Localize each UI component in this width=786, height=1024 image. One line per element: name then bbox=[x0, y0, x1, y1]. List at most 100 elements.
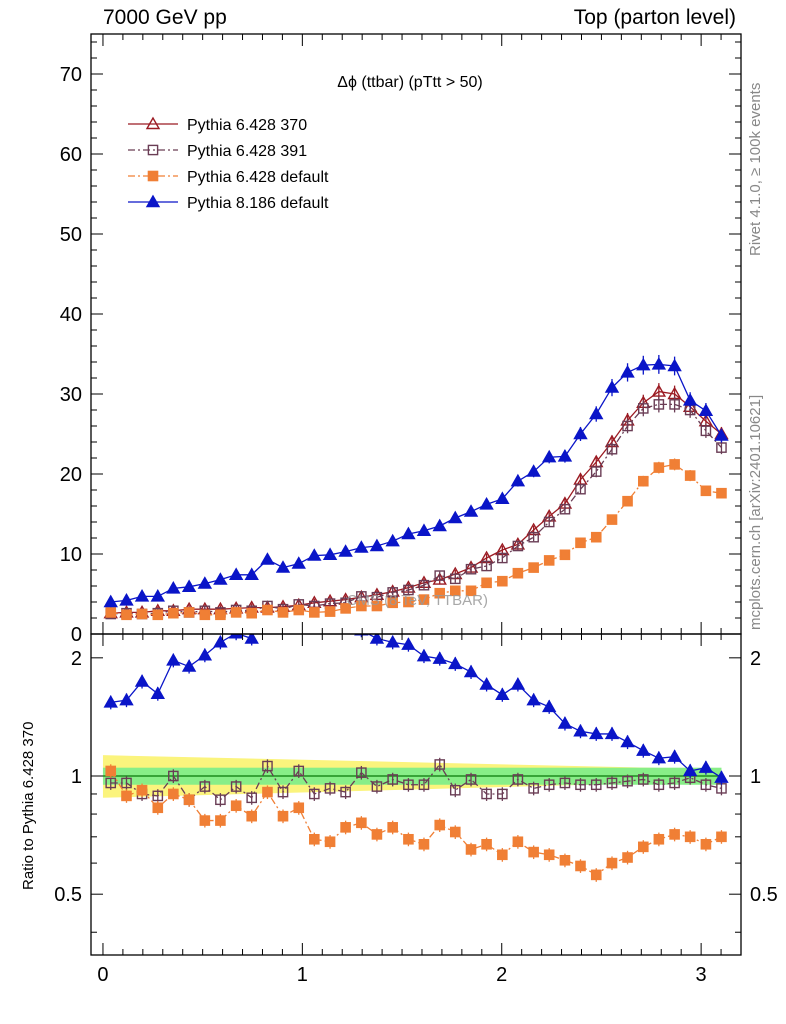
ratio-point bbox=[575, 779, 586, 791]
ratio-point bbox=[371, 781, 383, 792]
ratio-point bbox=[168, 788, 179, 800]
ratio-point bbox=[590, 869, 602, 881]
ratio-point bbox=[700, 838, 712, 850]
top-ytick-label: 20 bbox=[60, 464, 82, 486]
top-point bbox=[228, 567, 244, 580]
top-ytick-label: 60 bbox=[60, 144, 82, 166]
ratio-point bbox=[481, 788, 492, 800]
ratio-point bbox=[528, 846, 539, 858]
legend-marker bbox=[147, 170, 159, 182]
top-point bbox=[465, 585, 477, 597]
ratio-point bbox=[418, 838, 430, 850]
ratio-point bbox=[150, 686, 166, 699]
top-point bbox=[559, 549, 571, 561]
top-point bbox=[230, 607, 242, 618]
ratio-point bbox=[387, 822, 398, 833]
top-point bbox=[213, 572, 228, 585]
top-line-3 bbox=[110, 363, 723, 603]
top-point bbox=[134, 588, 150, 602]
ratio-point bbox=[387, 774, 398, 785]
top-point bbox=[119, 592, 134, 606]
top-point bbox=[653, 462, 665, 473]
ratio-point bbox=[620, 734, 635, 748]
top-point bbox=[449, 585, 461, 597]
top-point bbox=[403, 596, 414, 608]
top-point bbox=[541, 449, 557, 463]
legend-marker bbox=[147, 144, 159, 156]
ratio-point bbox=[559, 854, 571, 866]
ratio-line-0 bbox=[110, 763, 722, 801]
header-right-label: Top (parton level) bbox=[573, 6, 736, 29]
ratio-point bbox=[575, 860, 586, 872]
ratio-point bbox=[495, 687, 510, 701]
ratio-point bbox=[121, 790, 132, 802]
ratio-point bbox=[230, 781, 242, 792]
top-point bbox=[309, 607, 320, 618]
top-point bbox=[526, 464, 541, 477]
ratio-point bbox=[448, 656, 463, 670]
ratio-point bbox=[606, 777, 618, 789]
ratio-point bbox=[557, 716, 573, 729]
ratio-point bbox=[324, 783, 336, 794]
top-point bbox=[432, 518, 447, 532]
ratio-point bbox=[340, 822, 351, 833]
ratio-point bbox=[340, 786, 351, 798]
top-point bbox=[244, 567, 259, 580]
top-point bbox=[215, 609, 226, 621]
ratio-point bbox=[244, 634, 259, 644]
top-point bbox=[512, 567, 524, 579]
top-point bbox=[716, 487, 727, 499]
ratio-point bbox=[215, 794, 226, 806]
top-point bbox=[105, 607, 117, 618]
top-point bbox=[199, 609, 211, 621]
top-point bbox=[636, 357, 651, 371]
ratio-point bbox=[213, 634, 228, 648]
ratio-point bbox=[497, 849, 508, 861]
top-point bbox=[403, 584, 414, 596]
ratio-point bbox=[230, 800, 242, 812]
top-point bbox=[432, 572, 447, 585]
ratio-point bbox=[479, 677, 494, 690]
ratio-point bbox=[481, 838, 492, 850]
ratio-point bbox=[103, 694, 118, 708]
top-point bbox=[543, 555, 555, 566]
header-left-label: 7000 GeV pp bbox=[103, 6, 227, 29]
top-point bbox=[262, 604, 273, 616]
ratio-point bbox=[293, 618, 305, 629]
ratio-point bbox=[197, 647, 213, 661]
top-point bbox=[183, 607, 195, 618]
top-point bbox=[121, 609, 132, 621]
top-series-3 bbox=[103, 354, 729, 608]
ratio-point bbox=[324, 620, 336, 631]
top-point bbox=[481, 577, 492, 589]
top-point bbox=[606, 514, 618, 525]
top-point bbox=[698, 403, 714, 416]
ratio-point bbox=[246, 810, 258, 822]
ratio-point bbox=[497, 788, 508, 800]
top-point bbox=[371, 600, 383, 612]
ratio-series-1 bbox=[105, 764, 727, 882]
top-point bbox=[338, 544, 353, 557]
ratio-point bbox=[152, 790, 164, 802]
top-point bbox=[575, 483, 586, 495]
top-point bbox=[495, 491, 510, 504]
ratio-point bbox=[434, 819, 446, 831]
xtick-label: 0 bbox=[97, 964, 108, 986]
ratio-point bbox=[121, 777, 132, 789]
top-point bbox=[136, 608, 148, 620]
ratio-point bbox=[199, 781, 211, 792]
top-point bbox=[604, 380, 620, 393]
top-point bbox=[291, 556, 306, 569]
top-series-2 bbox=[105, 458, 727, 621]
ratio-point bbox=[667, 749, 682, 762]
legend-label: Pythia 8.186 default bbox=[187, 195, 329, 212]
ratio-point bbox=[606, 857, 618, 869]
ratio-point bbox=[385, 634, 400, 648]
ratio-point bbox=[590, 779, 602, 791]
top-point bbox=[528, 531, 539, 543]
top-point bbox=[573, 426, 588, 440]
ratio-point bbox=[604, 726, 620, 740]
top-point bbox=[528, 562, 539, 573]
ratio-point bbox=[698, 760, 714, 773]
legend-label: Pythia 6.428 391 bbox=[187, 143, 307, 160]
